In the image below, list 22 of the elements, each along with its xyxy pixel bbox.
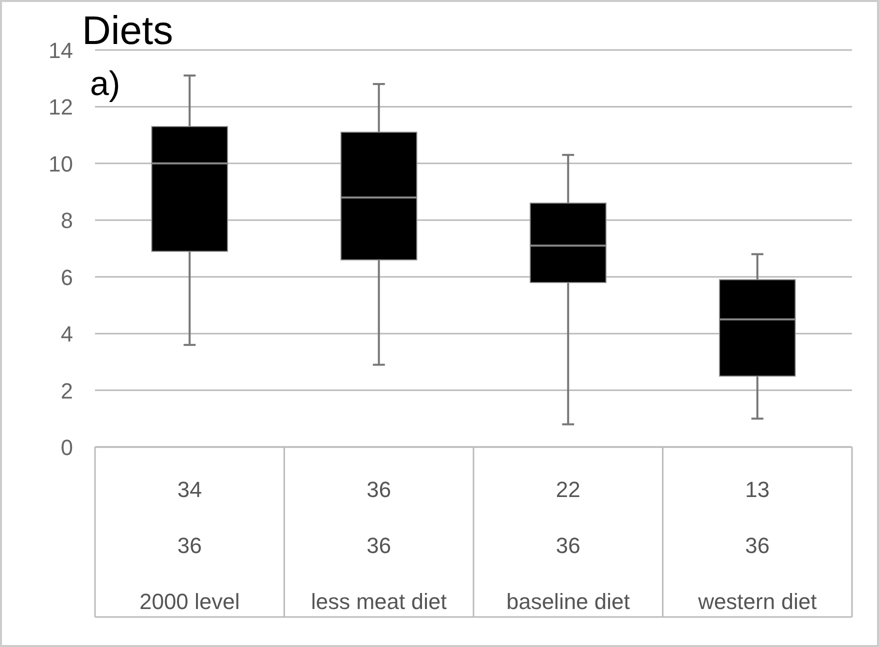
text: 36 xyxy=(556,533,580,558)
text: 36 xyxy=(177,533,202,558)
y-tick-label: 2 xyxy=(60,378,73,404)
y-tick-label: 4 xyxy=(60,322,73,347)
x-tick-label: baseline diet xyxy=(506,589,630,614)
y-tick-label: 10 xyxy=(48,151,73,176)
y-tick-label: 0 xyxy=(60,435,73,460)
text: 13 xyxy=(745,477,770,502)
chart-subtitle: a) xyxy=(90,65,120,103)
text: 34 xyxy=(177,477,202,502)
y-tick-label: 8 xyxy=(60,208,73,234)
y-tick-label: 6 xyxy=(60,264,73,290)
text: 36 xyxy=(366,533,392,558)
x-tick-label: less meat diet xyxy=(311,589,447,614)
x-tick-label: western diet xyxy=(697,589,817,614)
y-tick-label: 12 xyxy=(48,94,73,120)
text: 36 xyxy=(745,533,770,558)
chart-title: Diets xyxy=(82,9,174,53)
y-tick-label: 14 xyxy=(48,38,73,63)
text: 22 xyxy=(556,477,580,502)
x-tick-label: 2000 level xyxy=(139,589,240,614)
text: 36 xyxy=(366,477,392,502)
